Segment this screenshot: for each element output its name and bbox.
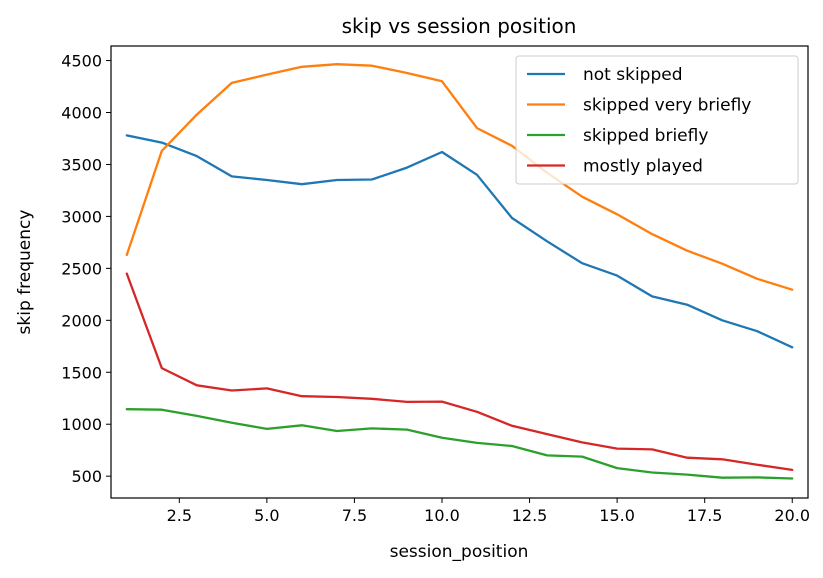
- x-tick-label: 5.0: [254, 506, 279, 525]
- x-axis: 2.5 5.0 7.5 10.0 12.5 15.0 17.5 20.0: [167, 498, 810, 525]
- x-tick-label: 2.5: [167, 506, 192, 525]
- legend-frame: [515, 55, 799, 185]
- chart-title: skip vs session position: [342, 14, 577, 38]
- y-tick-label: 4000: [61, 104, 102, 123]
- series-line-skipped-briefly: [125, 408, 794, 480]
- series-line-skipped-very-briefly: [125, 63, 794, 291]
- y-tick-label: 4500: [61, 52, 102, 71]
- x-tick-label: 10.0: [424, 506, 460, 525]
- legend-label-skipped-briefly: skipped briefly: [583, 126, 708, 146]
- legend-label-skipped-very-briefly: skipped very briefly: [583, 96, 751, 116]
- x-tick-label: 12.5: [512, 506, 548, 525]
- y-tick-label: 3500: [61, 155, 102, 174]
- y-tick-label: 1500: [61, 363, 102, 382]
- plot-area: [110, 45, 809, 499]
- x-axis-title: session_position: [390, 542, 529, 562]
- y-tick-label: 1000: [61, 415, 102, 434]
- x-tick-label: 15.0: [599, 506, 635, 525]
- y-tick-label: 500: [71, 467, 102, 486]
- series-line-mostly-played: [125, 272, 794, 472]
- y-axis-title: skip frequency: [15, 210, 35, 335]
- axes-frame: [110, 45, 809, 499]
- x-tick-label: 7.5: [342, 506, 367, 525]
- y-tick-label: 2000: [61, 311, 102, 330]
- legend-label-not-skipped: not skipped: [583, 65, 683, 85]
- series-layer: [125, 63, 794, 480]
- y-tick-label: 2500: [61, 259, 102, 278]
- legend-label-mostly-played: mostly played: [583, 157, 703, 177]
- y-tick-label: 3000: [61, 207, 102, 226]
- series-line-not-skipped: [125, 134, 794, 349]
- legend: not skipped skipped very briefly skipped b…: [515, 55, 799, 185]
- x-tick-label: 20.0: [774, 506, 810, 525]
- x-tick-label: 17.5: [687, 506, 723, 525]
- y-axis: 500 1000 1500 2000 2500 3000 3500 4000 4500: [61, 52, 111, 486]
